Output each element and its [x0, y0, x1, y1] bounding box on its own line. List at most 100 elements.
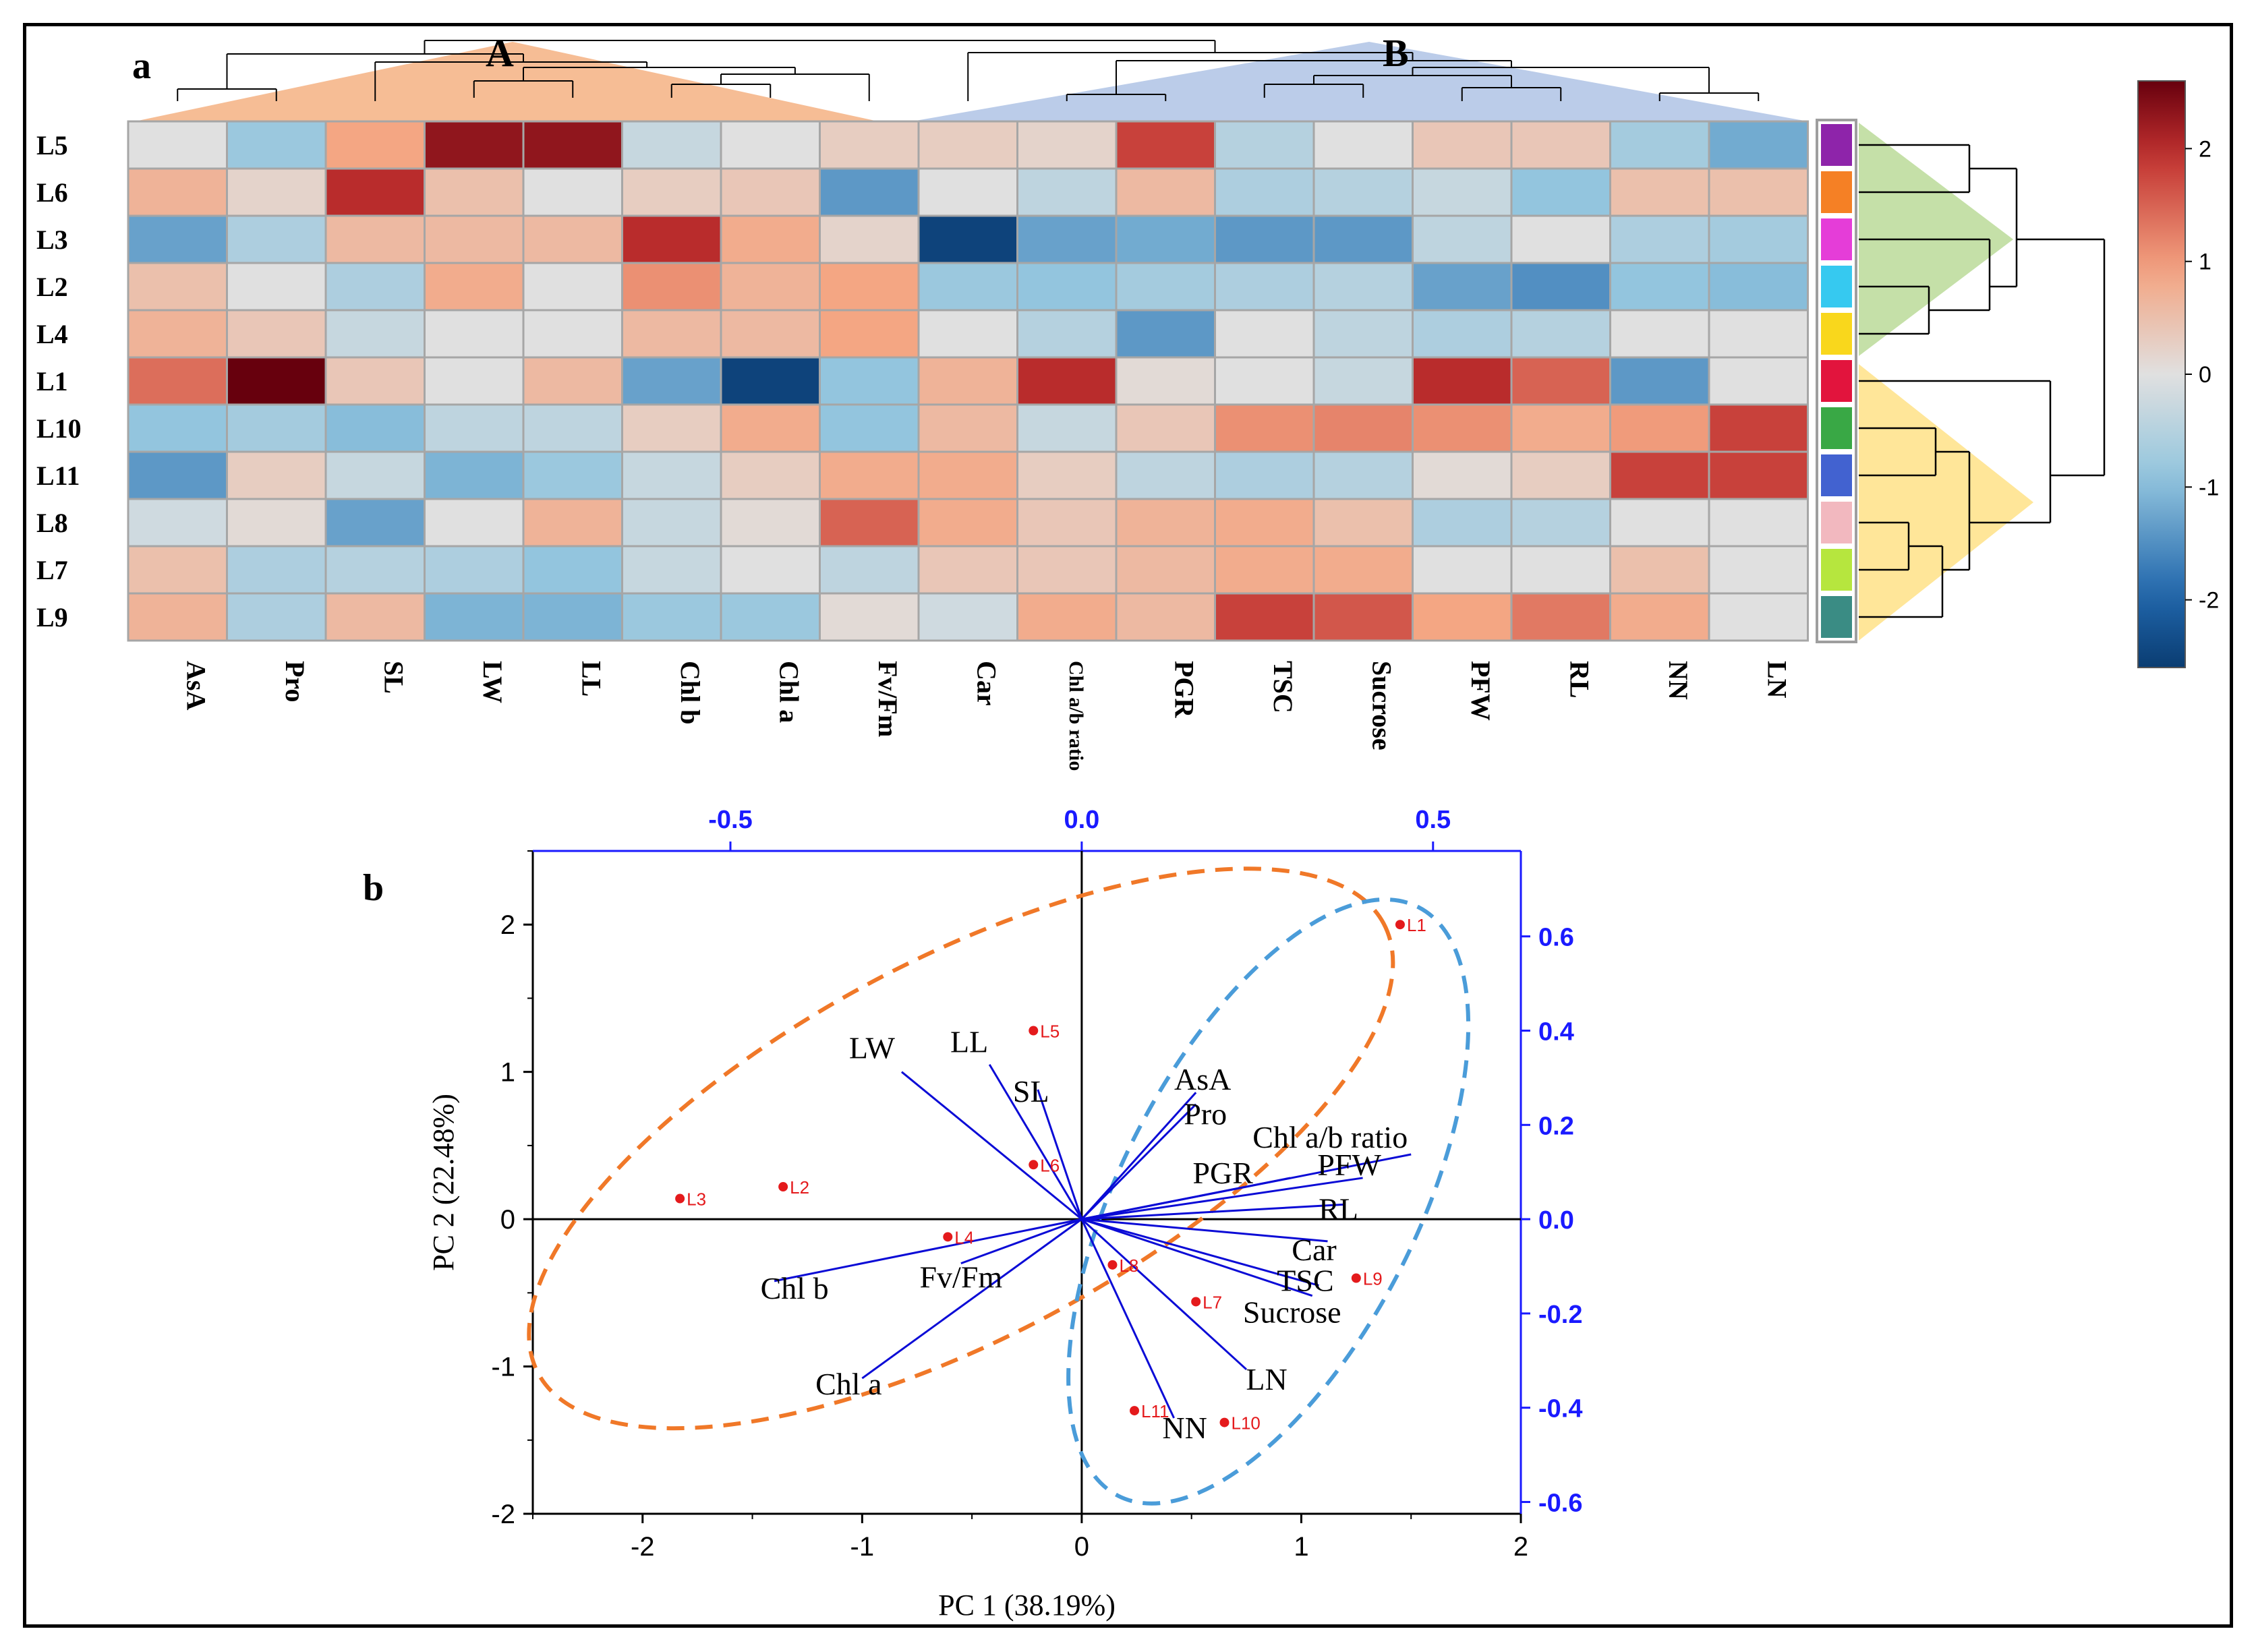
heatmap-cell — [1115, 120, 1216, 170]
score-point-label: L1 — [1407, 915, 1426, 935]
heatmap-cell — [1609, 498, 1710, 548]
heatmap-cell — [720, 356, 821, 406]
heatmap-cell — [1510, 498, 1611, 548]
heatmap-cell — [226, 356, 327, 406]
heatmap-cell — [324, 309, 426, 359]
row-group-swatch — [1821, 360, 1852, 402]
loading-vector — [1080, 1218, 1175, 1419]
loading-vector — [774, 1218, 1082, 1282]
heatmap-cell — [522, 450, 623, 500]
heatmap-cell — [917, 167, 1018, 217]
heatmap-cell — [819, 545, 920, 595]
heatmap-cell — [127, 592, 228, 642]
heatmap-cell — [720, 120, 821, 170]
column-label: Pro — [280, 661, 310, 702]
heatmap-cell — [720, 592, 821, 642]
x-tick-label: 0 — [1074, 1532, 1089, 1562]
row-label: L5 — [36, 130, 68, 160]
row-group-swatch — [1821, 502, 1852, 543]
heatmap-cell — [621, 262, 722, 312]
heatmap-cell — [1708, 167, 1809, 217]
heatmap-cell — [522, 120, 623, 170]
heatmap-cell — [1016, 309, 1118, 359]
heatmap-cell — [720, 167, 821, 217]
cluster-label-a: A — [486, 31, 514, 75]
heatmap-cell — [720, 498, 821, 548]
heatmap-cell — [1016, 592, 1118, 642]
score-point-label: L3 — [687, 1189, 706, 1210]
colorbar-tick-label: -2 — [2199, 588, 2219, 614]
heatmap-cell — [1214, 545, 1315, 595]
heatmap-cell — [1214, 356, 1315, 406]
loading-label: SL — [1013, 1074, 1049, 1109]
heatmap-cell — [621, 120, 722, 170]
heatmap-cell — [324, 403, 426, 453]
heatmap-cell — [1510, 167, 1611, 217]
heatmap-cell — [1609, 120, 1710, 170]
heatmap-cell — [1115, 450, 1216, 500]
heatmap-cell — [1016, 545, 1118, 595]
row-label: L8 — [36, 508, 68, 538]
score-point-label: L4 — [954, 1227, 974, 1247]
heatmap-cell — [917, 403, 1018, 453]
heatmap-cell — [127, 214, 228, 264]
column-label: RL — [1564, 661, 1594, 699]
colorbar-tick-label: 2 — [2199, 136, 2211, 162]
score-point — [1395, 920, 1405, 930]
heatmap-cell — [1510, 592, 1611, 642]
group-ellipse-orange — [527, 866, 1395, 1431]
heatmap-cell — [1708, 498, 1809, 548]
heatmap-cell — [1708, 262, 1809, 312]
heatmap-cell — [1708, 592, 1809, 642]
row-group-swatch — [1821, 266, 1852, 307]
column-label: TSC — [1268, 661, 1298, 713]
heatmap-cell — [1312, 450, 1414, 500]
x-tick-label: -1 — [850, 1532, 875, 1562]
heatmap-cell — [324, 545, 426, 595]
loading-label: Pro — [1184, 1097, 1227, 1131]
y-axis-title: PC 2 (22.48%) — [427, 1094, 460, 1271]
right-tick-label: -0.2 — [1538, 1301, 1582, 1329]
heatmap-cell — [424, 262, 525, 312]
heatmap-cell — [621, 592, 722, 642]
heatmap-cell — [226, 120, 327, 170]
heatmap-cell — [819, 214, 920, 264]
row-label: L4 — [36, 319, 68, 349]
loading-vector — [988, 1063, 1083, 1220]
loading-vector — [1081, 1177, 1363, 1220]
heatmap-cell — [1312, 592, 1414, 642]
column-label: LL — [576, 661, 606, 697]
heatmap-cell — [1115, 356, 1216, 406]
score-point-label: L7 — [1203, 1292, 1222, 1312]
row-label: L7 — [36, 555, 68, 585]
heatmap-cell — [226, 309, 327, 359]
score-point — [1351, 1273, 1361, 1283]
heatmap-cell — [1312, 214, 1414, 264]
heatmap-cell — [226, 403, 327, 453]
heatmap-cell — [917, 498, 1018, 548]
heatmap-cell — [424, 356, 525, 406]
loading-vector — [900, 1071, 1082, 1220]
column-label: NN — [1663, 661, 1694, 700]
heatmap-cell — [1708, 450, 1809, 500]
heatmap-cell — [226, 214, 327, 264]
heatmap-cell — [1609, 545, 1710, 595]
heatmap-cell — [424, 214, 525, 264]
heatmap-cell — [720, 262, 821, 312]
x-tick-label: 1 — [1294, 1532, 1308, 1562]
heatmap-cell — [621, 403, 722, 453]
loading-label: Sucrose — [1243, 1295, 1341, 1330]
heatmap-cell — [1016, 214, 1118, 264]
heatmap-cell — [1412, 356, 1513, 406]
score-point-label: L8 — [1119, 1256, 1138, 1276]
heatmap-cell — [1708, 120, 1809, 170]
heatmap-cell — [917, 214, 1018, 264]
row-label: L11 — [36, 461, 80, 491]
heatmap-cell — [1708, 356, 1809, 406]
loading-vector — [1080, 1092, 1197, 1220]
heatmap-cell — [127, 262, 228, 312]
heatmap-cell — [226, 262, 327, 312]
heatmap-cell — [1412, 592, 1513, 642]
y-tick-label: -2 — [491, 1500, 515, 1529]
